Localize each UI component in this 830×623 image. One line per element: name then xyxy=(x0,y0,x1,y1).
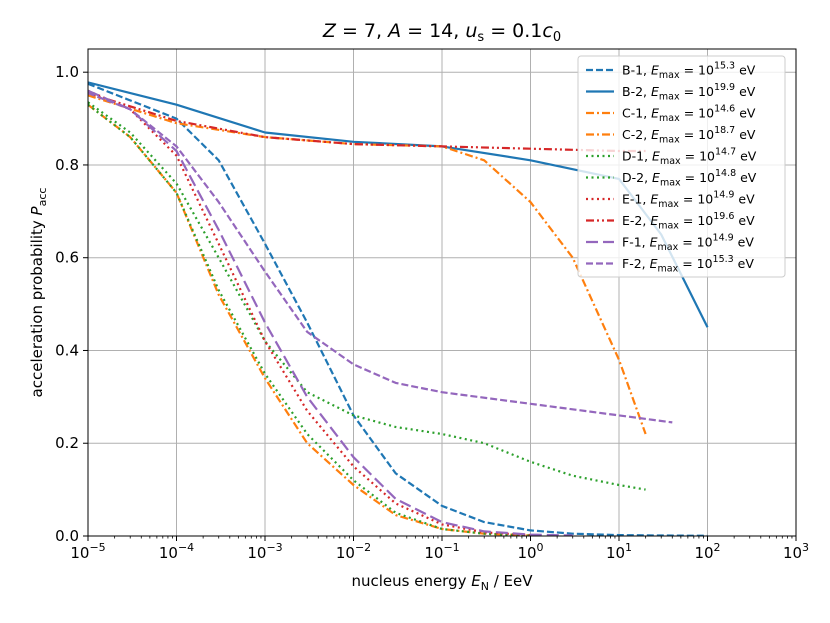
x-tick-label: 10−1 xyxy=(424,541,459,562)
axis-ticks: 10−5 10−4 10−3 10−2 10−1 100 101 102 103 0.0 0.2 0.… xyxy=(55,63,809,562)
y-tick-label: 0.8 xyxy=(55,156,79,174)
series-line-d-2 xyxy=(88,101,646,491)
legend-label-f-1: F-1, Emax = 1014.9 eV xyxy=(622,233,754,254)
chart-title: Z = 7, A = 14, us = 0.1c0 xyxy=(322,20,561,45)
x-tick-label: 100 xyxy=(517,541,543,562)
series-line-f-2 xyxy=(88,92,673,424)
x-tick-label: 10−5 xyxy=(70,541,105,562)
legend-box xyxy=(577,55,786,278)
y-tick-label: 1.0 xyxy=(55,63,79,81)
series-line-e-2 xyxy=(88,92,646,153)
y-tick-label: 0.2 xyxy=(55,434,79,452)
legend-label-d-2: D-2, Emax = 1014.8 eV xyxy=(622,168,757,189)
y-tick-label: 0.4 xyxy=(55,341,79,359)
x-tick-label: 101 xyxy=(606,541,632,562)
legend-label-c-1: C-1, Emax = 1014.6 eV xyxy=(622,104,756,125)
x-tick-label: 10−4 xyxy=(159,541,194,562)
y-tick-label: 0.6 xyxy=(55,249,79,267)
legend-label-b-1: B-1, Emax = 1015.3 eV xyxy=(622,61,756,82)
legend-label-d-1: D-1, Emax = 1014.7 eV xyxy=(622,147,757,168)
series-line-c-2 xyxy=(88,94,647,435)
series-line-e-1 xyxy=(88,89,531,536)
legend-label-c-2: C-2, Emax = 1018.7 eV xyxy=(622,125,756,146)
series-line-b-1 xyxy=(88,82,708,536)
y-tick-label: 0.0 xyxy=(55,527,79,545)
x-tick-label: 103 xyxy=(783,541,809,562)
legend: B-1, Emax = 1015.3 eVB-2, Emax = 1019.9 … xyxy=(577,55,786,278)
x-tick-label: 10−2 xyxy=(336,541,371,562)
x-tick-label: 102 xyxy=(694,541,720,562)
x-axis-label: nucleus energy EN / EeV xyxy=(351,572,533,593)
legend-label-e-1: E-1, Emax = 1014.9 eV xyxy=(622,190,755,211)
y-axis-label: acceleration probability Pacc xyxy=(28,188,49,398)
legend-label-f-2: F-2, Emax = 1015.3 eV xyxy=(622,254,754,275)
series-line-c-1 xyxy=(88,103,531,536)
x-tick-label: 10−3 xyxy=(247,541,282,562)
legend-label-e-2: E-2, Emax = 1019.6 eV xyxy=(622,211,755,232)
legend-label-b-2: B-2, Emax = 1019.9 eV xyxy=(622,82,756,103)
